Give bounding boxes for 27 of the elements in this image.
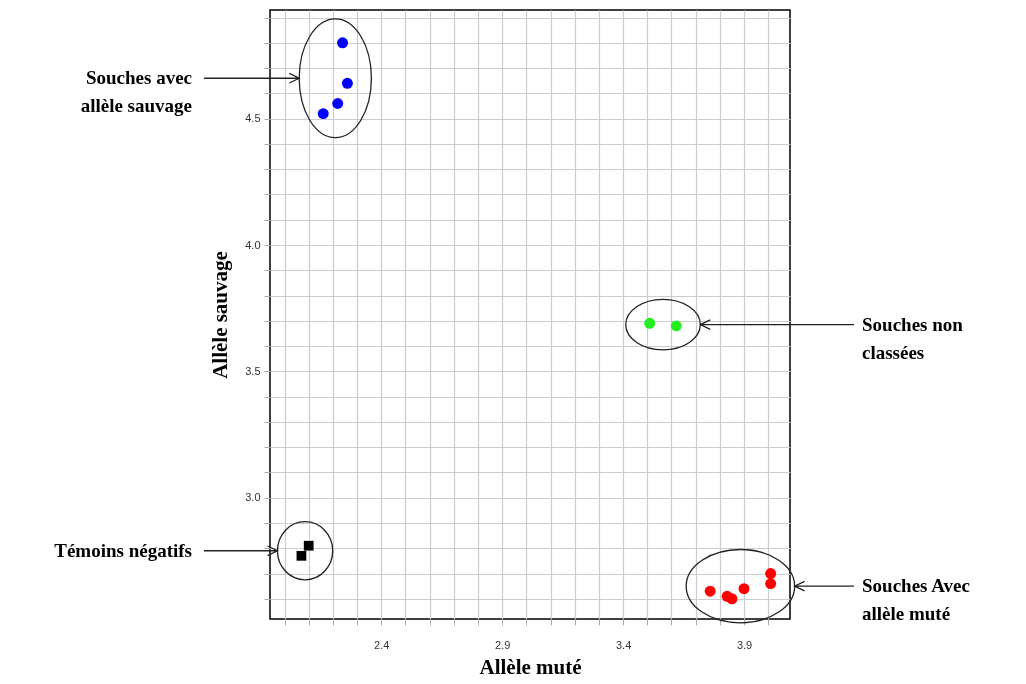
point: [765, 568, 777, 579]
point: [670, 320, 682, 332]
x-tick-label: 3.9: [736, 638, 753, 651]
point: [303, 540, 314, 551]
point: [296, 550, 307, 561]
point: [765, 578, 777, 590]
point: [726, 593, 738, 605]
text: Témoins négatifs: [54, 539, 192, 561]
y-tick-label: 4.5: [245, 112, 261, 125]
y-tick-label: 3.0: [245, 491, 261, 504]
x-axis-title: Allèle muté: [479, 654, 582, 679]
point: [738, 583, 750, 595]
point: [341, 77, 353, 89]
x-tick-label: 2.4: [374, 638, 390, 651]
x-tick-label: 2.9: [495, 638, 511, 651]
text: Souches non classées: [862, 313, 964, 363]
text: Souches avec allèle sauvage: [80, 67, 192, 117]
text: Souches Avec allèle muté: [862, 575, 970, 625]
y-axis-title: Allèle sauvage: [208, 251, 233, 379]
point: [332, 98, 344, 109]
point: [644, 317, 656, 329]
y-tick-label: 3.5: [245, 364, 261, 377]
point: [704, 585, 716, 597]
y-tick-label: 4.0: [245, 238, 261, 251]
x-tick-label: 3.4: [615, 638, 632, 651]
point: [337, 37, 349, 49]
point: [317, 108, 329, 120]
